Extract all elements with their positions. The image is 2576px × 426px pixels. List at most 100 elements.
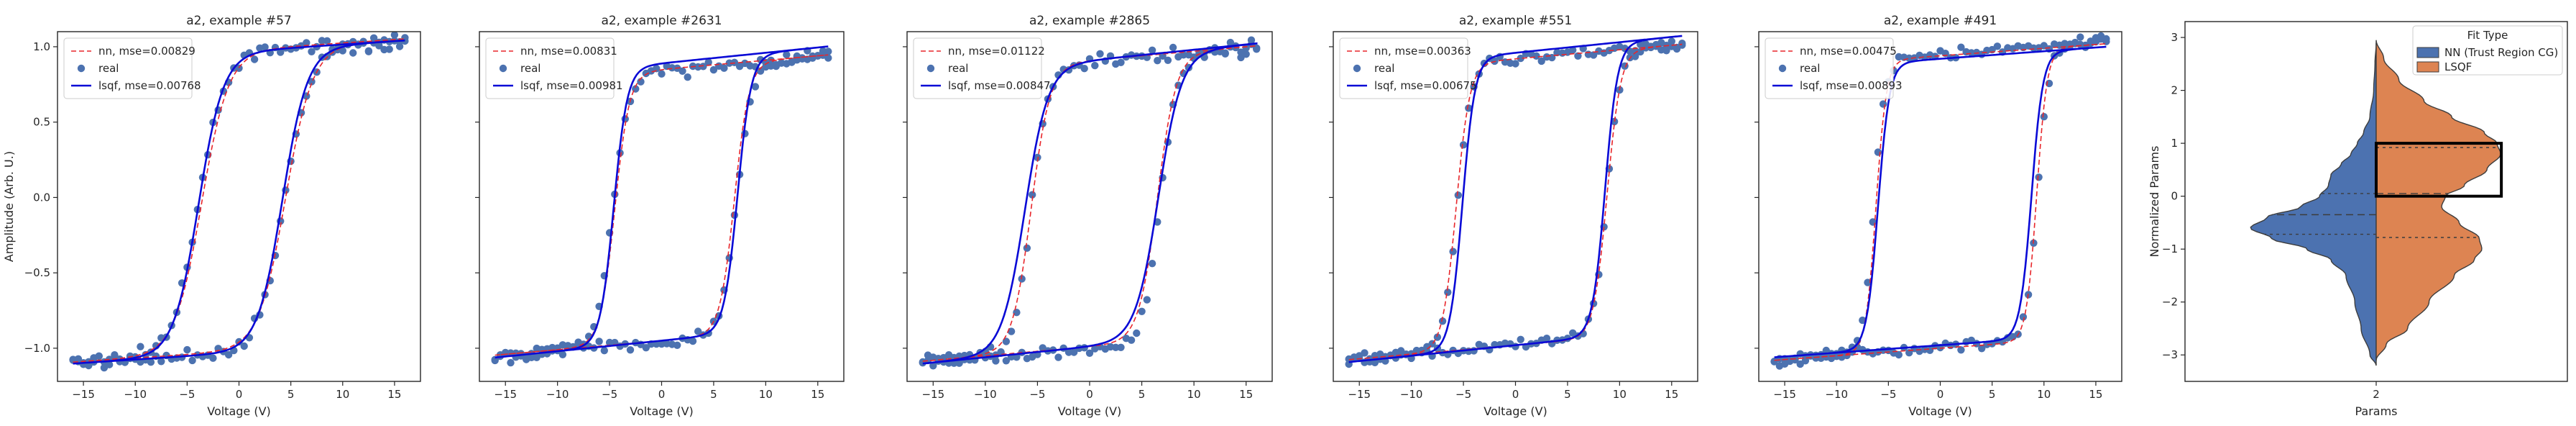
- axes-frame: [1758, 31, 2122, 382]
- x-tick-label: −15: [921, 388, 944, 401]
- legend-box: [2412, 25, 2563, 76]
- real-data-point: [558, 350, 567, 358]
- legend-box: [485, 37, 615, 99]
- real-data-point: [1085, 349, 1094, 357]
- violin-half-lsqf: [2375, 40, 2501, 361]
- x-tick-label: −15: [494, 388, 517, 401]
- y-tick-label: 0.5: [33, 116, 50, 129]
- legend: nn, mse=0.00363 real lsqf, mse=0.00675: [1339, 37, 1477, 99]
- real-data-point: [507, 358, 515, 367]
- axes-frame: [2184, 21, 2568, 382]
- x-tick-label: −5: [1880, 388, 1896, 401]
- real-data-point: [1018, 275, 1026, 283]
- x-tick-label: −5: [1455, 388, 1471, 401]
- legend-entry: nn, mse=0.01122: [948, 45, 1045, 58]
- violin-half-nn: [2250, 42, 2377, 366]
- x-tick-label: −10: [1400, 388, 1423, 401]
- legend-entry: lsqf, mse=0.00981: [520, 79, 623, 92]
- real-data-point: [1002, 357, 1011, 365]
- real-data-point: [1054, 353, 1062, 361]
- y-tick-label: 2: [2171, 84, 2178, 97]
- x-tick-label: −5: [602, 388, 617, 401]
- legend-title: Fit Type: [2467, 29, 2508, 42]
- violin-panel: −3 −2 −1 0 1 2 3 2 Params Normalized Params Fit Ty…: [2148, 21, 2568, 418]
- real-data-point: [224, 350, 233, 359]
- legend-entry: lsqf, mse=0.00847: [948, 79, 1051, 92]
- real-data-point: [637, 78, 645, 86]
- plot-area: [1345, 35, 1686, 368]
- real-data-point: [1169, 43, 1177, 52]
- real-data-point: [1517, 54, 1524, 63]
- real-data-point: [1013, 353, 1021, 361]
- legend-box: [1765, 37, 1894, 99]
- legend-marker-real: [77, 64, 86, 73]
- real-data-point: [240, 342, 248, 350]
- y-tick-label: −1: [2162, 243, 2178, 255]
- x-tick-label: 5: [1564, 388, 1571, 401]
- nn-fit-line: [494, 54, 829, 356]
- x-tick-label: 10: [1187, 388, 1201, 401]
- x-tick-label: 5: [710, 388, 717, 401]
- real-data-point: [1926, 346, 1934, 354]
- real-data-point: [1678, 40, 1686, 47]
- real-data-point: [349, 49, 357, 57]
- real-data-point: [1091, 61, 1099, 70]
- real-data-point: [1174, 53, 1182, 61]
- x-tick-label: 15: [387, 388, 401, 401]
- real-data-point: [929, 362, 937, 370]
- real-data-point: [1459, 141, 1468, 149]
- legend-box: [1339, 37, 1468, 99]
- x-tick-label: 10: [1613, 388, 1627, 401]
- real-data-point: [1070, 348, 1078, 356]
- x-tick-label: −10: [124, 388, 147, 401]
- lsqf-fit-line: [494, 45, 829, 359]
- real-data-point: [188, 356, 196, 365]
- legend: nn, mse=0.01122 real lsqf, mse=0.00847: [913, 37, 1051, 99]
- real-data-point: [250, 55, 259, 63]
- real-data-point: [1978, 345, 1986, 353]
- legend-entry: LSQF: [2444, 60, 2472, 73]
- real-data-point: [992, 357, 1000, 365]
- y-tick-label: 1.0: [33, 40, 50, 53]
- x-tick-label: 0: [1512, 388, 1519, 401]
- x-tick-label: 5: [288, 388, 295, 401]
- real-data-point: [1029, 191, 1036, 199]
- real-data-point: [756, 67, 765, 75]
- real-data-point: [2004, 44, 2012, 52]
- loop-panel-4: a2, example #551 −15 −10 −5 0 5 10 15 Voltage (V…: [1329, 14, 1698, 418]
- x-tick-label: −10: [974, 388, 997, 401]
- real-data-point: [1112, 60, 1120, 68]
- x-tick-label: 10: [2037, 388, 2051, 401]
- real-data-point: [277, 48, 285, 56]
- real-data-point: [1780, 360, 1789, 368]
- real-data-point: [735, 63, 744, 71]
- real-data-point: [2097, 32, 2105, 40]
- legend-entry: real: [98, 62, 119, 75]
- x-tick-label: 0: [1086, 388, 1093, 401]
- x-tick-label: −15: [1348, 388, 1371, 401]
- real-data-point: [658, 70, 666, 78]
- x-axis-label: Voltage (V): [207, 404, 271, 418]
- real-data-point: [2035, 173, 2043, 181]
- legend-entry: nn, mse=0.00475: [1800, 45, 1897, 58]
- loop-panel-3: a2, example #2865 −15 −10 −5 0 5 10 15 Voltage (…: [903, 14, 1273, 418]
- y-tick-label: −1.0: [24, 342, 50, 355]
- legend-entry: lsqf, mse=0.00893: [1800, 79, 1903, 92]
- legend: Fit Type NN (Trust Region CG)LSQF: [2412, 25, 2563, 76]
- real-data-point: [605, 338, 614, 347]
- plot-area: [69, 32, 409, 372]
- loop-panel-2: a2, example #2631 −15 −10 −5 0 5 10 15 Voltage (…: [475, 14, 845, 418]
- x-tick-label: 15: [811, 388, 824, 401]
- real-data-point: [1184, 51, 1193, 59]
- real-data-point: [137, 343, 144, 350]
- real-data-point: [772, 60, 781, 69]
- real-data-point: [1637, 40, 1644, 49]
- real-data-point: [704, 58, 712, 66]
- real-data-point: [95, 352, 103, 361]
- real-data-point: [1023, 244, 1031, 252]
- legend-box: [63, 37, 193, 99]
- real-data-point: [751, 83, 760, 91]
- real-data-point: [626, 346, 635, 354]
- y-axis-label: Normalized Params: [2148, 146, 2161, 258]
- y-tick-label: −3: [2162, 348, 2178, 361]
